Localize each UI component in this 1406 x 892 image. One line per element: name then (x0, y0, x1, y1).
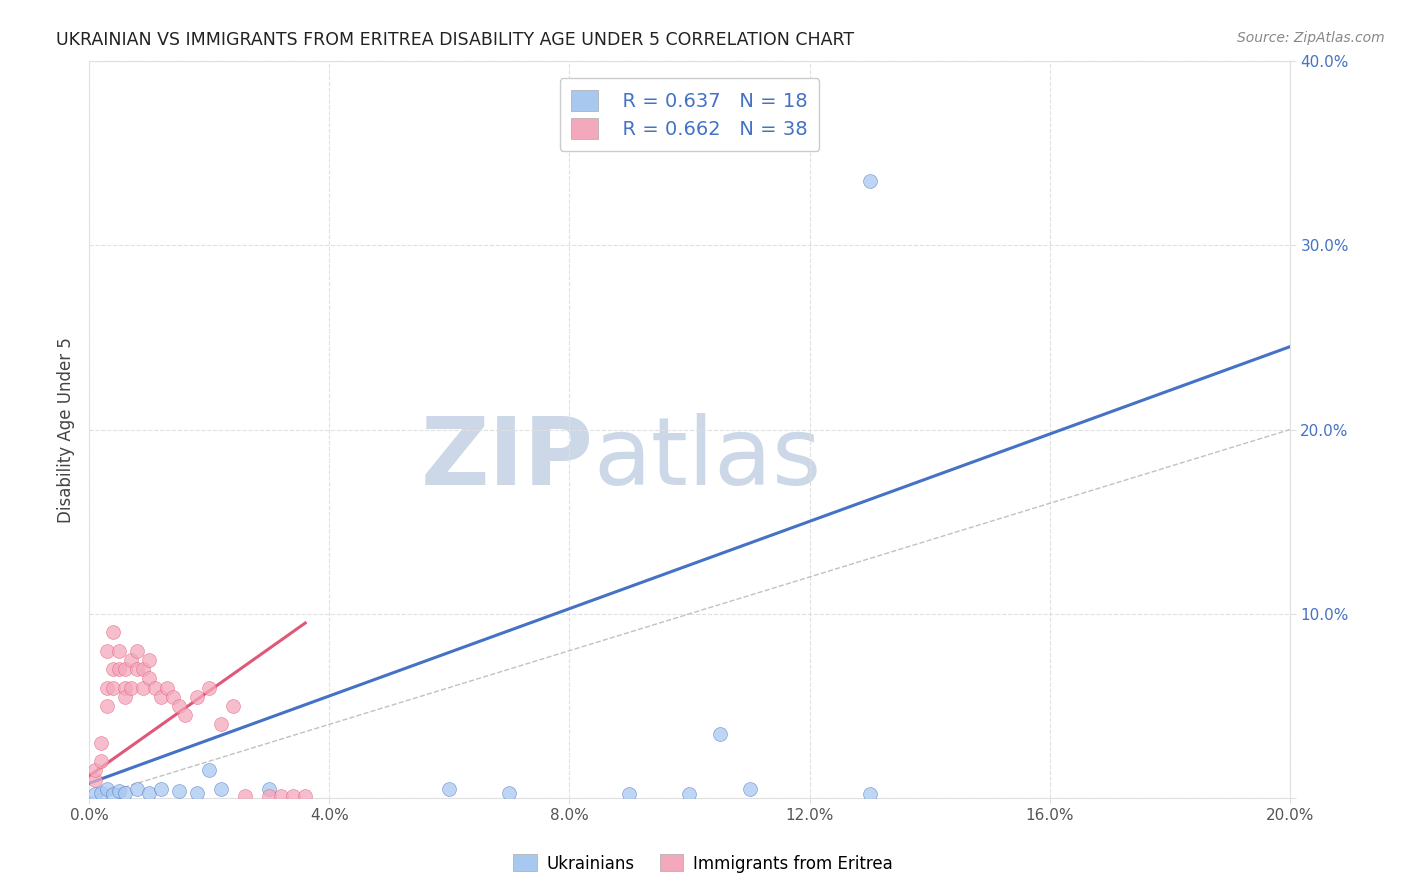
Point (859, 174, 882, 188)
Point (127, 662, 149, 676)
Point (283, 789, 305, 804)
Point (859, 788, 882, 802)
Point (90, 754, 112, 768)
Point (114, 785, 136, 799)
Point (138, 653, 160, 667)
Point (132, 662, 155, 676)
Point (209, 717, 232, 731)
Point (114, 681, 136, 695)
Point (127, 781, 149, 796)
Point (114, 662, 136, 676)
Point (150, 690, 173, 704)
Text: Source: ZipAtlas.com: Source: ZipAtlas.com (1237, 31, 1385, 45)
Point (678, 788, 700, 802)
Point (174, 708, 197, 723)
Text: ZIP: ZIP (420, 413, 593, 505)
Point (96, 643, 118, 657)
Point (222, 698, 245, 713)
Point (186, 785, 208, 799)
Point (90, 785, 112, 799)
Point (270, 789, 292, 804)
Point (738, 781, 761, 796)
Point (143, 681, 166, 695)
Point (90, 736, 112, 750)
Point (150, 781, 173, 796)
Point (257, 789, 280, 804)
Y-axis label: Disability Age Under 5: Disability Age Under 5 (58, 336, 75, 523)
Point (498, 785, 520, 799)
Point (108, 783, 131, 797)
Point (108, 662, 131, 676)
Point (84, 772, 107, 787)
Point (84, 788, 107, 802)
Point (439, 781, 461, 796)
Point (156, 681, 179, 695)
Text: UKRAINIAN VS IMMIGRANTS FROM ERITREA DISABILITY AGE UNDER 5 CORRELATION CHART: UKRAINIAN VS IMMIGRANTS FROM ERITREA DIS… (56, 31, 855, 49)
Point (114, 690, 136, 704)
Legend:   R = 0.637   N = 18,   R = 0.662   N = 38: R = 0.637 N = 18, R = 0.662 N = 38 (560, 78, 820, 151)
Point (257, 781, 280, 796)
Text: atlas: atlas (593, 413, 821, 505)
Point (127, 643, 149, 657)
Point (96, 681, 118, 695)
Point (186, 690, 208, 704)
Point (101, 788, 124, 802)
Point (162, 690, 184, 704)
Point (96, 698, 118, 713)
Legend: Ukrainians, Immigrants from Eritrea: Ukrainians, Immigrants from Eritrea (506, 847, 900, 880)
Point (198, 764, 221, 778)
Point (167, 783, 190, 797)
Point (167, 698, 190, 713)
Point (198, 681, 221, 695)
Point (138, 785, 160, 799)
Point (96, 781, 118, 796)
Point (233, 789, 256, 804)
Point (132, 681, 155, 695)
Point (120, 653, 142, 667)
Point (138, 671, 160, 685)
Point (101, 625, 124, 640)
Point (84, 764, 107, 778)
Point (101, 662, 124, 676)
Point (101, 681, 124, 695)
Point (619, 788, 641, 802)
Point (108, 643, 131, 657)
Point (120, 681, 142, 695)
Point (294, 789, 316, 804)
Point (209, 781, 232, 796)
Point (709, 726, 731, 740)
